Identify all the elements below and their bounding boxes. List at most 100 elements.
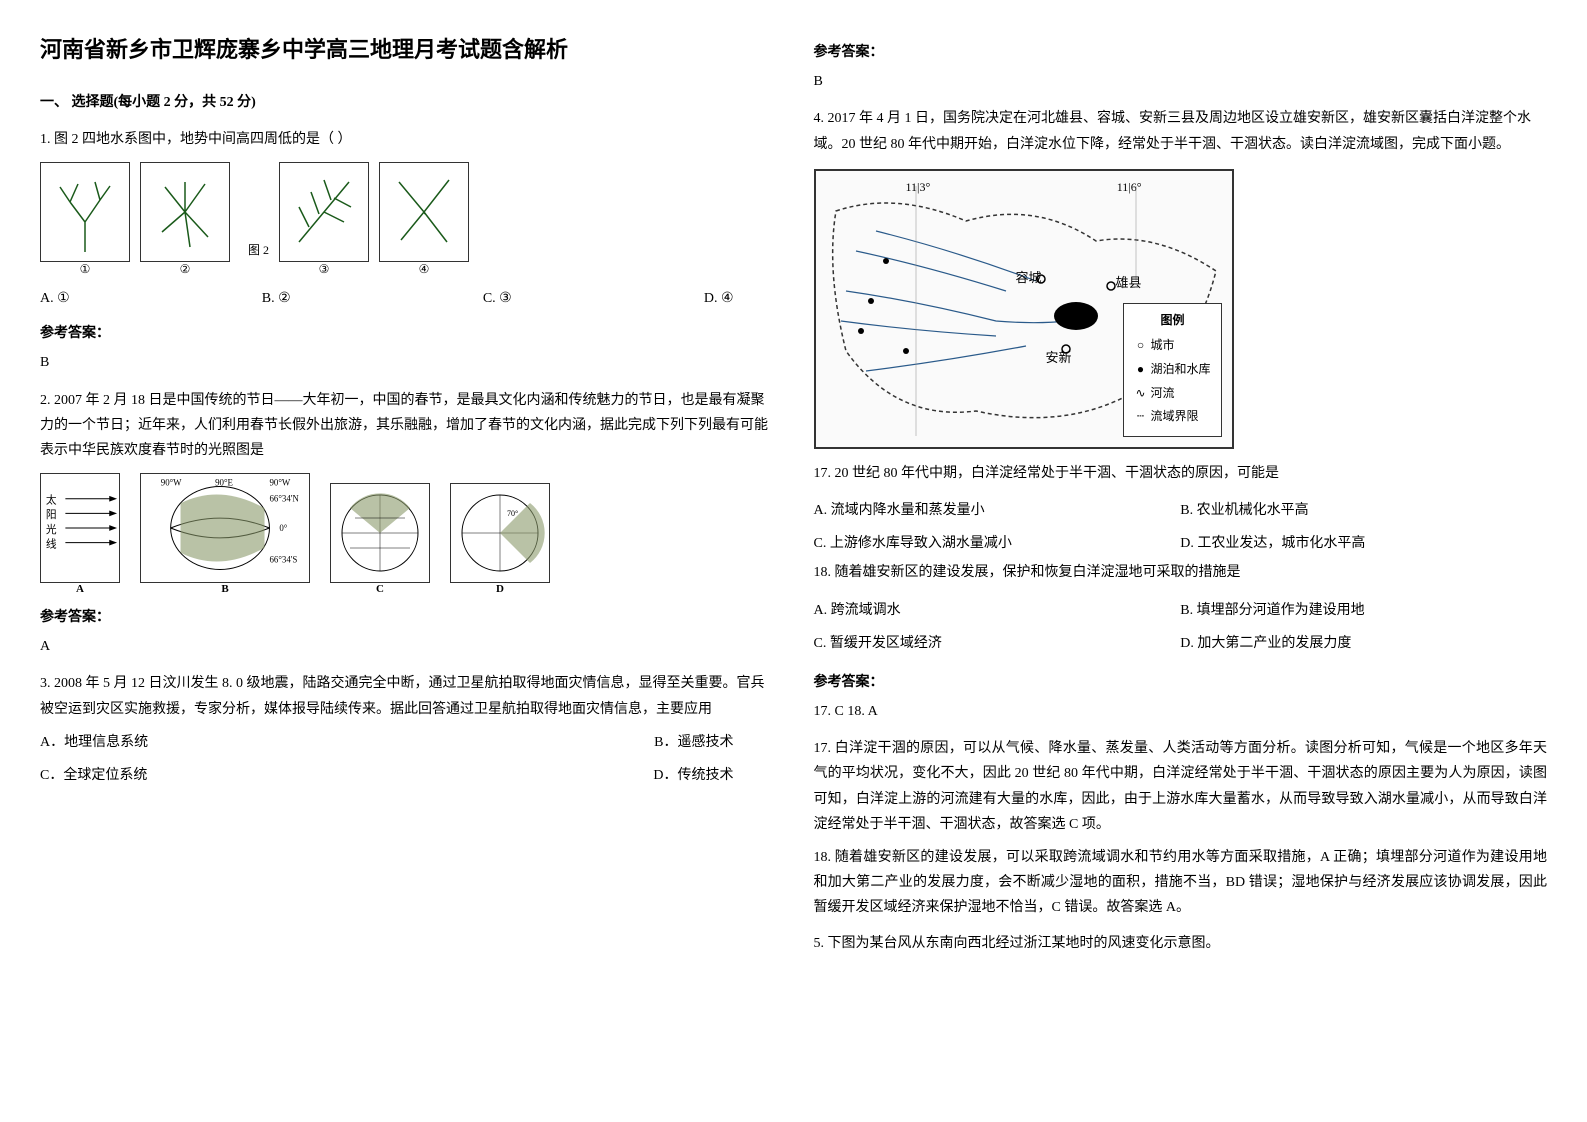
legend-symbol-river: ∿ xyxy=(1134,383,1146,405)
svg-text:光: 光 xyxy=(46,523,57,536)
water-system-4: ④ xyxy=(379,162,469,262)
map-city-rongcheng: 容城 xyxy=(1016,266,1042,289)
q1-text: 1. 图 2 四地水系图中，地势中间高四周低的是（ ） xyxy=(40,127,774,152)
q2-img-a: 太 阳 光 线 A xyxy=(40,473,120,583)
svg-text:66°34'N: 66°34'N xyxy=(269,493,299,503)
legend-symbol-boundary: ┄ xyxy=(1134,406,1146,428)
q2-img-c: C xyxy=(330,483,430,583)
legend-row-boundary: ┄ 流域界限 xyxy=(1134,406,1210,428)
system-label-3: ③ xyxy=(319,259,330,281)
q18-opt-a: A. 跨流域调水 xyxy=(814,598,1181,623)
svg-text:90°E: 90°E xyxy=(215,478,233,488)
legend-title: 图例 xyxy=(1134,310,1210,332)
q17-options: A. 流域内降水量和蒸发量小 B. 农业机械化水平高 C. 上游修水库导致入湖水… xyxy=(814,494,1548,560)
legend-row-city: ○ 城市 xyxy=(1134,335,1210,357)
map-city-anxin: 安新 xyxy=(1046,346,1072,369)
sun-rays-icon: 太 阳 光 线 xyxy=(41,473,119,583)
q17-opt-a: A. 流域内降水量和蒸发量小 xyxy=(814,498,1181,523)
svg-text:70°: 70° xyxy=(507,509,518,518)
map-legend: 图例 ○ 城市 ● 湖泊和水库 ∿ 河流 ┄ 流域界限 xyxy=(1123,303,1221,437)
system-label-1: ① xyxy=(80,259,91,281)
q17-opt-c: C. 上游修水库导致入湖水量减小 xyxy=(814,531,1181,556)
q2-text: 2. 2007 年 2 月 18 日是中国传统的节日——大年初一，中国的春节，是… xyxy=(40,388,774,464)
system-label-2: ② xyxy=(180,259,191,281)
legend-label-lake: 湖泊和水库 xyxy=(1150,359,1210,381)
q3-answer-label: 参考答案： xyxy=(814,40,1548,65)
legend-row-lake: ● 湖泊和水库 xyxy=(1134,359,1210,381)
q3-opt-b: B．遥感技术 xyxy=(654,730,733,755)
q1-opt-d: D. ④ xyxy=(704,286,734,311)
svg-text:90°W: 90°W xyxy=(269,478,290,488)
svg-text:线: 线 xyxy=(46,538,57,551)
q2-answer-label: 参考答案： xyxy=(40,605,774,630)
q1-opt-b: B. ② xyxy=(262,286,291,311)
svg-text:太: 太 xyxy=(46,494,57,507)
q4-answers: 17. C 18. A xyxy=(814,699,1548,724)
q17-analysis: 17. 白洋淀干涸的原因，可以从气候、降水量、蒸发量、人类活动等方面分析。读图分… xyxy=(814,736,1548,837)
q3-opt-d: D．传统技术 xyxy=(653,763,733,788)
question-4: 4. 2017 年 4 月 1 日，国务院决定在河北雄县、容城、安新三县及周边地… xyxy=(814,106,1548,920)
svg-text:90°W: 90°W xyxy=(161,478,182,488)
q2-img-b: 90°W 90°E 90°W 66°34'N 0° 66°34'S B xyxy=(140,473,310,583)
globe-icon-c xyxy=(335,488,425,578)
q17-opt-b: B. 农业机械化水平高 xyxy=(1180,498,1547,523)
q18-opt-c: C. 暂缓开发区域经济 xyxy=(814,631,1181,656)
system-label-4: ④ xyxy=(419,259,430,281)
q2-label-c: C xyxy=(376,580,384,600)
question-5: 5. 下图为某台风从东南向西北经过浙江某地时的风速变化示意图。 xyxy=(814,931,1548,956)
page-title: 河南省新乡市卫辉庞寨乡中学高三地理月考试题含解析 xyxy=(40,30,774,70)
svg-text:0°: 0° xyxy=(279,523,287,533)
river-icon-3 xyxy=(289,172,359,252)
water-system-2: ② xyxy=(140,162,230,262)
q2-figures: 太 阳 光 线 A xyxy=(40,473,774,583)
legend-symbol-lake: ● xyxy=(1134,359,1146,381)
q3-options-row1: A．地理信息系统 B．遥感技术 xyxy=(40,730,774,755)
svg-text:66°34'S: 66°34'S xyxy=(269,555,297,565)
water-system-1: ① xyxy=(40,162,130,262)
legend-label-city: 城市 xyxy=(1150,335,1174,357)
q18-opt-b: B. 填埋部分河道作为建设用地 xyxy=(1180,598,1547,623)
section-header: 一、 选择题(每小题 2 分，共 52 分) xyxy=(40,90,774,115)
legend-label-boundary: 流域界限 xyxy=(1150,406,1198,428)
map-city-xiongxian: 雄县 xyxy=(1116,271,1142,294)
q3-opt-c: C．全球定位系统 xyxy=(40,763,147,788)
globe-icon-d: 70° xyxy=(455,488,545,578)
legend-row-river: ∿ 河流 xyxy=(1134,383,1210,405)
baiyangdian-map: 11|3° 11|6° xyxy=(814,169,1234,449)
q2-label-b: B xyxy=(221,580,228,600)
q3-options-row2: C．全球定位系统 D．传统技术 xyxy=(40,763,774,788)
q2-img-d: 70° D xyxy=(450,483,550,583)
q18-options: A. 跨流域调水 B. 填埋部分河道作为建设用地 C. 暂缓开发区域经济 D. … xyxy=(814,594,1548,660)
q3-text: 3. 2008 年 5 月 12 日汶川发生 8. 0 级地震，陆路交通完全中断… xyxy=(40,671,774,721)
q4-answer-label: 参考答案： xyxy=(814,670,1548,695)
question-1: 1. 图 2 四地水系图中，地势中间高四周低的是（ ） ① ② 图 2 xyxy=(40,127,774,376)
fig2-label: 图 2 xyxy=(248,240,269,262)
q1-options: A. ① B. ② C. ③ D. ④ xyxy=(40,286,774,311)
q1-answer: B xyxy=(40,350,774,375)
q3-answer: B xyxy=(814,69,1548,94)
legend-label-river: 河流 xyxy=(1150,383,1174,405)
q1-answer-label: 参考答案： xyxy=(40,321,774,346)
q18-opt-d: D. 加大第二产业的发展力度 xyxy=(1180,631,1547,656)
svg-text:阳: 阳 xyxy=(46,509,57,521)
river-icon-2 xyxy=(150,172,220,252)
water-system-3: ③ xyxy=(279,162,369,262)
river-icon-1 xyxy=(50,172,120,252)
q17-opt-d: D. 工农业发达，城市化水平高 xyxy=(1180,531,1547,556)
q2-answer: A xyxy=(40,634,774,659)
q18-text: 18. 随着雄安新区的建设发展，保护和恢复白洋淀湿地可采取的措施是 xyxy=(814,560,1548,585)
legend-symbol-city: ○ xyxy=(1134,335,1146,357)
globe-icon-b: 90°W 90°E 90°W 66°34'N 0° 66°34'S xyxy=(141,473,309,583)
q2-label-d: D xyxy=(496,580,504,600)
q1-opt-c: C. ③ xyxy=(483,286,512,311)
q17-text: 17. 20 世纪 80 年代中期，白洋淀经常处于半干涸、干涸状态的原因，可能是 xyxy=(814,461,1548,486)
q1-figures: ① ② 图 2 ③ xyxy=(40,162,774,262)
q3-opt-a: A．地理信息系统 xyxy=(40,730,148,755)
q18-analysis: 18. 随着雄安新区的建设发展，可以采取跨流域调水和节约用水等方面采取措施，A … xyxy=(814,845,1548,921)
river-icon-4 xyxy=(389,172,459,252)
q1-opt-a: A. ① xyxy=(40,286,70,311)
question-3: 3. 2008 年 5 月 12 日汶川发生 8. 0 级地震，陆路交通完全中断… xyxy=(40,671,774,788)
q5-text: 5. 下图为某台风从东南向西北经过浙江某地时的风速变化示意图。 xyxy=(814,931,1548,956)
q4-text: 4. 2017 年 4 月 1 日，国务院决定在河北雄县、容城、安新三县及周边地… xyxy=(814,106,1548,156)
question-2: 2. 2007 年 2 月 18 日是中国传统的节日——大年初一，中国的春节，是… xyxy=(40,388,774,660)
